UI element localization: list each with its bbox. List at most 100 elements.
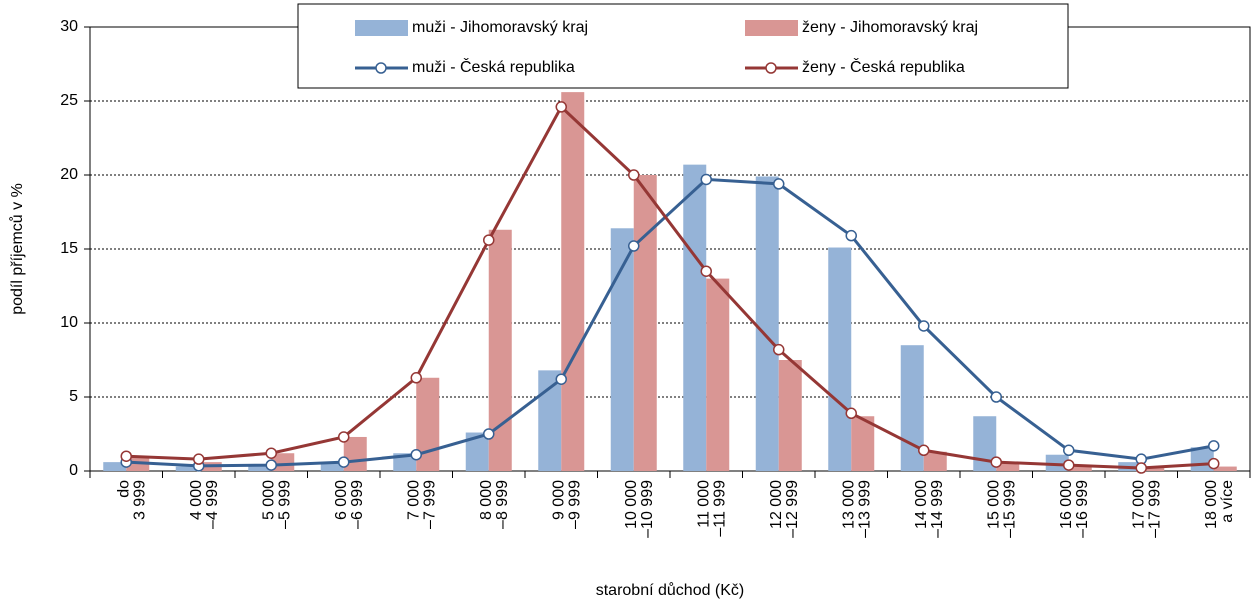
x-tick-label: 11 000 (695, 480, 712, 528)
marker (338, 456, 350, 468)
bar (1068, 466, 1092, 471)
marker (918, 444, 930, 457)
x-tick-label: –5 999 (276, 480, 293, 529)
marker (1208, 440, 1220, 452)
x-tick-label: –17 999 (1146, 480, 1163, 538)
y-tick-label: 10 (60, 314, 78, 331)
bar (923, 451, 947, 471)
y-tick-label: 0 (69, 462, 78, 479)
x-tick-label: –4 999 (204, 480, 221, 529)
bar (973, 416, 997, 471)
marker (700, 173, 712, 186)
marker (410, 448, 422, 461)
x-tick-label: 13 000 (840, 480, 857, 529)
bar (320, 462, 344, 471)
marker (265, 459, 277, 471)
legend-label: muži - Česká republika (412, 57, 575, 76)
x-tick-label: –9 999 (566, 480, 583, 529)
bar (851, 416, 875, 471)
x-tick-label: 5 000 (260, 480, 277, 520)
marker (990, 391, 1002, 403)
bar (706, 278, 730, 471)
y-tick-label: 5 (69, 388, 78, 405)
x-tick-label: 15 000 (985, 480, 1002, 529)
bar (1045, 454, 1069, 471)
bar (538, 370, 562, 471)
x-axis-label: starobní důchod (Kč) (596, 581, 745, 599)
marker (990, 456, 1002, 468)
bar (248, 465, 272, 471)
x-tick-label: –16 999 (1074, 480, 1091, 538)
marker (555, 373, 567, 385)
x-tick-label: 12 000 (768, 480, 785, 529)
x-tick-label: do (115, 480, 132, 498)
x-tick-label: –6 999 (349, 480, 366, 529)
marker (338, 431, 350, 443)
bar (828, 247, 852, 471)
bar (488, 229, 512, 471)
bar (103, 462, 127, 471)
bar (465, 432, 489, 471)
x-tick-label: 18 000 (1203, 480, 1220, 529)
x-tick-label: 8 000 (478, 480, 495, 520)
marker (1063, 444, 1075, 457)
marker (483, 428, 495, 440)
x-tick-label: 9 000 (550, 480, 567, 520)
legend-label: muži - Jihomoravský kraj (412, 19, 588, 36)
bar (683, 164, 707, 471)
x-tick-label: –13 999 (856, 480, 873, 538)
line (126, 177, 1215, 468)
bar (271, 453, 295, 471)
x-tick-label: 6 000 (333, 480, 350, 520)
marker (555, 101, 567, 113)
marker (845, 229, 857, 242)
marker (410, 372, 422, 384)
bar (1141, 468, 1165, 471)
marker (773, 178, 785, 190)
y-tick-label: 30 (60, 18, 78, 35)
x-tick-label: –12 999 (784, 480, 801, 538)
legend-swatch (745, 20, 798, 36)
x-tick-label: 3 999 (131, 480, 148, 520)
legend-swatch (355, 20, 408, 36)
legend-label: ženy - Jihomoravský kraj (802, 19, 978, 36)
marker (628, 240, 640, 252)
x-tick-label: –8 999 (494, 480, 511, 529)
y-axis-label: podíl příjemců v % (8, 183, 26, 315)
y-tick-label: 15 (60, 240, 78, 257)
x-tick-label: 4 000 (188, 480, 205, 520)
marker (1063, 459, 1075, 471)
legend-swatch (375, 62, 387, 74)
marker (700, 265, 712, 277)
bar (175, 466, 199, 471)
x-tick-label: –7 999 (421, 480, 438, 529)
legend (297, 3, 1069, 89)
y-tick-label: 25 (60, 92, 78, 109)
y-tick-label: 20 (60, 166, 78, 183)
bar (900, 345, 924, 471)
x-tick-label: 7 000 (405, 480, 422, 520)
x-tick-label: 10 000 (623, 480, 640, 529)
x-tick-label: –15 999 (1001, 480, 1018, 538)
bar (610, 228, 634, 471)
x-tick-label: –10 999 (639, 480, 656, 538)
line (126, 104, 1214, 470)
marker (918, 320, 930, 332)
marker (845, 407, 857, 420)
marker (483, 234, 495, 246)
x-tick-label: a více (1219, 480, 1236, 523)
bar (633, 175, 657, 471)
bar (778, 360, 802, 471)
bar (1213, 466, 1237, 471)
marker (773, 343, 785, 356)
bar (416, 377, 440, 471)
x-tick-label: –11 999 (711, 480, 728, 537)
x-tick-label: 16 000 (1058, 480, 1075, 529)
legend-label: ženy - Česká republika (802, 57, 965, 76)
marker (120, 450, 132, 462)
marker (1135, 462, 1147, 474)
marker (193, 453, 205, 465)
bar (755, 176, 779, 472)
bar (996, 462, 1020, 471)
